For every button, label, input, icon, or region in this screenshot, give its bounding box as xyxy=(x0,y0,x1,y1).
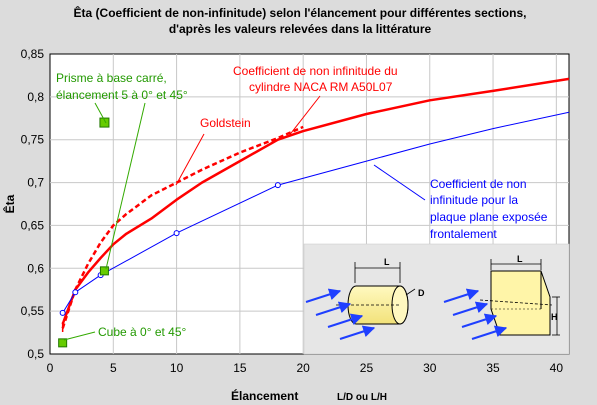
annotation-cylindre-line1: Coefficient de non infinitude du xyxy=(233,64,398,78)
y-tick-label: 0,65 xyxy=(21,218,45,232)
y-tick-labels: 0,5 0,55 0,6 0,65 0,7 0,75 0,8 0,85 xyxy=(21,47,45,361)
x-tick-label: 5 xyxy=(110,361,117,375)
series-square-marker-4 xyxy=(58,338,68,348)
annotation-goldstein: Goldstein xyxy=(200,116,251,130)
x-tick-label: 30 xyxy=(423,361,437,375)
x-axis-label-suffix: L/D ou L/H xyxy=(337,392,387,403)
plate-drawing: L H xyxy=(479,254,560,336)
series-layer xyxy=(58,77,570,348)
series-square-marker-3 xyxy=(99,266,109,276)
leader-lines xyxy=(63,95,426,341)
x-tick-label: 25 xyxy=(360,361,374,375)
x-tick-label: 35 xyxy=(486,361,500,375)
x-tick-label: 20 xyxy=(296,361,310,375)
y-tick-label: 0,75 xyxy=(21,133,45,147)
x-tick-label: 40 xyxy=(550,361,564,375)
inset-label-h: H xyxy=(551,312,558,322)
x-tick-label: 10 xyxy=(170,361,184,375)
series-marker-2 xyxy=(173,230,180,237)
series-line-0 xyxy=(61,77,570,325)
y-tick-label: 0,5 xyxy=(27,347,44,361)
annotation-plaque-line3: plaque plane exposée xyxy=(430,210,548,224)
leader-cube xyxy=(63,331,96,341)
chart-title: Êta (Coefficient de non-infinitude) selo… xyxy=(74,5,527,20)
leader-goldstein xyxy=(175,133,205,186)
annotation-plaque-line1: Coefficient de non xyxy=(430,177,527,191)
leader-cylindre xyxy=(287,95,321,138)
annotation-cylindre-line2: cylindre NACA RM A50L07 xyxy=(249,80,393,94)
annotation-cube: Cube à 0° et 45° xyxy=(98,325,187,339)
y-axis-label: Êta xyxy=(2,194,17,213)
series-marker-2 xyxy=(72,289,79,296)
annotation-plaque-line2: infinitude pour la xyxy=(430,193,518,207)
chart-subtitle: d'après les valeurs relevées dans la lit… xyxy=(169,22,432,36)
series-line-1 xyxy=(61,125,304,329)
series-square-marker-3 xyxy=(99,117,110,128)
x-tick-label: 0 xyxy=(47,361,54,375)
y-tick-label: 0,55 xyxy=(21,304,45,318)
inset-diagram: L D L H xyxy=(303,243,570,355)
annotation-prisme-line1: Prisme à base carré, xyxy=(56,71,167,85)
series-marker-2 xyxy=(59,309,66,316)
leader-prisme-top xyxy=(94,102,107,124)
y-tick-label: 0,6 xyxy=(27,261,44,275)
annotation-prisme-line2: élancement 5 à 0° et 45° xyxy=(56,88,188,102)
inset-label-l2: L xyxy=(517,254,523,264)
x-tick-labels: 0 5 10 15 20 25 30 35 40 xyxy=(47,361,564,375)
inset-label-l1: L xyxy=(384,257,390,267)
inset-label-d: D xyxy=(418,288,425,298)
x-tick-label: 15 xyxy=(233,361,247,375)
series-marker-2 xyxy=(274,182,281,189)
leader-prisme-bottom xyxy=(105,102,146,270)
y-tick-label: 0,8 xyxy=(27,90,44,104)
y-tick-label: 0,7 xyxy=(27,176,44,190)
x-axis-label: Élancement xyxy=(231,388,298,403)
y-tick-label: 0,85 xyxy=(21,47,45,61)
wind-arrows xyxy=(305,288,508,340)
leader-plaque xyxy=(373,164,426,201)
annotation-plaque-line4: frontalement xyxy=(430,227,497,241)
